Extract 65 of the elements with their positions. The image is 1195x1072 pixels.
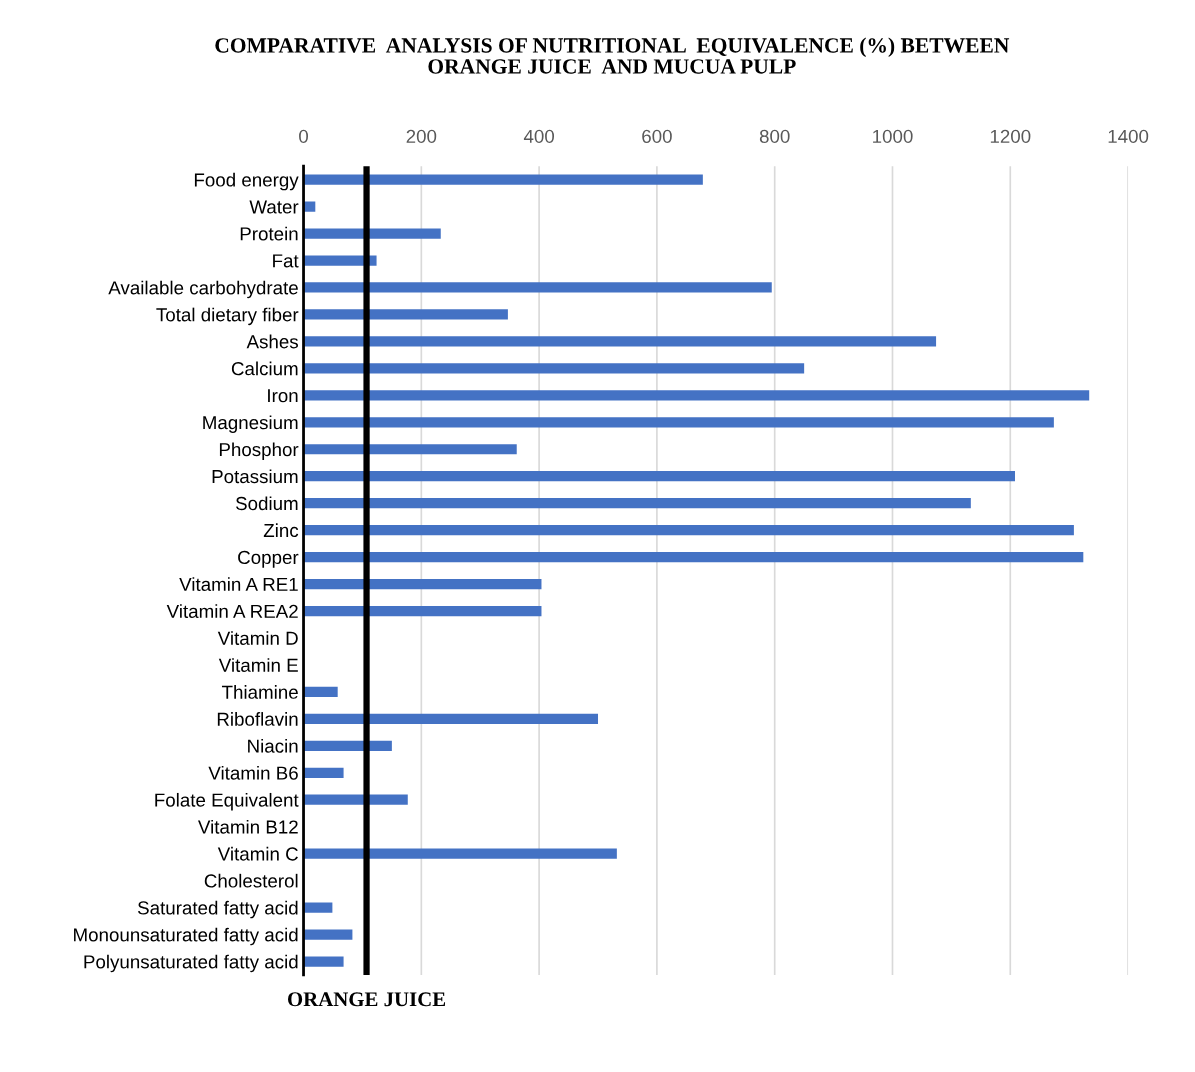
x-tick-label: 1200 [990,129,1031,144]
bar [303,228,441,239]
y-tick-label: Vitamin D [217,631,298,645]
y-tick-label: Folate Equivalent [155,792,299,811]
bar [303,794,408,805]
bar [303,498,971,509]
y-tick-label: Vitamin A REA2 [166,604,298,618]
bar [303,471,1015,482]
x-tick-label: 400 [523,129,555,144]
y-tick-label: Potassium [212,469,298,484]
y-tick-label: Zinc [263,523,299,538]
bar [303,767,344,778]
y-tick-label: Ashes [246,334,298,349]
bar [303,713,599,724]
y-tick-label: Vitamin B6 [208,765,298,780]
bar [303,444,517,455]
bar [303,956,344,967]
bar [303,255,377,266]
y-tick-label: Vitamin E [218,658,298,672]
y-tick-label: Magnesium [203,415,298,433]
y-tick-label: Water [249,200,299,214]
bar [303,605,542,617]
bar [303,417,1054,428]
x-tick-label: 1400 [1108,129,1149,144]
y-tick-label: Fat [273,254,299,268]
bar [303,174,703,185]
x-tick-label: 1000 [873,129,913,144]
y-tick-label: Protein [240,226,298,241]
x-tick-label: 0 [299,129,309,144]
y-tick-label: Niacin [248,739,298,753]
x-tick-label: 600 [642,129,672,144]
bar [303,902,333,913]
bar [303,551,1084,563]
bar [303,578,542,590]
bar [303,848,617,859]
y-tick-label: Copper [238,550,299,568]
bar [303,282,772,293]
y-tick-label: Polyunsaturated fatty acid [84,954,298,973]
y-tick-label: Iron [268,389,298,403]
y-tick-label: Cholesterol [204,873,298,888]
x-tick-label: 800 [759,129,790,144]
y-tick-label: Saturated fatty acid [137,900,298,919]
y-tick-label: Food energy [194,172,299,191]
x-tick-label: 200 [406,129,437,144]
y-tick-label: Monounsaturated fatty acid [74,927,298,946]
ref-line-label: ORANGE JUICE [287,992,446,1007]
y-tick-label: Vitamin C [217,846,298,861]
y-tick-label: Sodium [235,496,298,511]
y-tick-label: Available carbohydrate [108,280,298,299]
bar [303,390,1090,401]
bar [303,686,338,698]
y-tick-label: Calcium [231,361,298,376]
bar [303,336,937,347]
bar [303,525,1074,536]
chart-title: COMPARATIVE ANALYSIS OF NUTRITIONAL EQUIVALENCE (%) BETWEEN ORANGE JUICE AND MUCUA PULP [215,37,1010,74]
bar [303,363,805,374]
bar [303,309,508,320]
bar [303,201,316,212]
y-tick-label: Vitamin B12 [197,819,298,834]
y-tick-label: Total dietary fiber [156,307,299,326]
bar [303,929,353,940]
y-tick-label: Riboflavin [217,712,298,726]
y-tick-label: Thiamine [221,685,298,699]
y-tick-label: Vitamin A RE1 [179,577,298,592]
y-tick-label: Phosphor [219,442,299,460]
